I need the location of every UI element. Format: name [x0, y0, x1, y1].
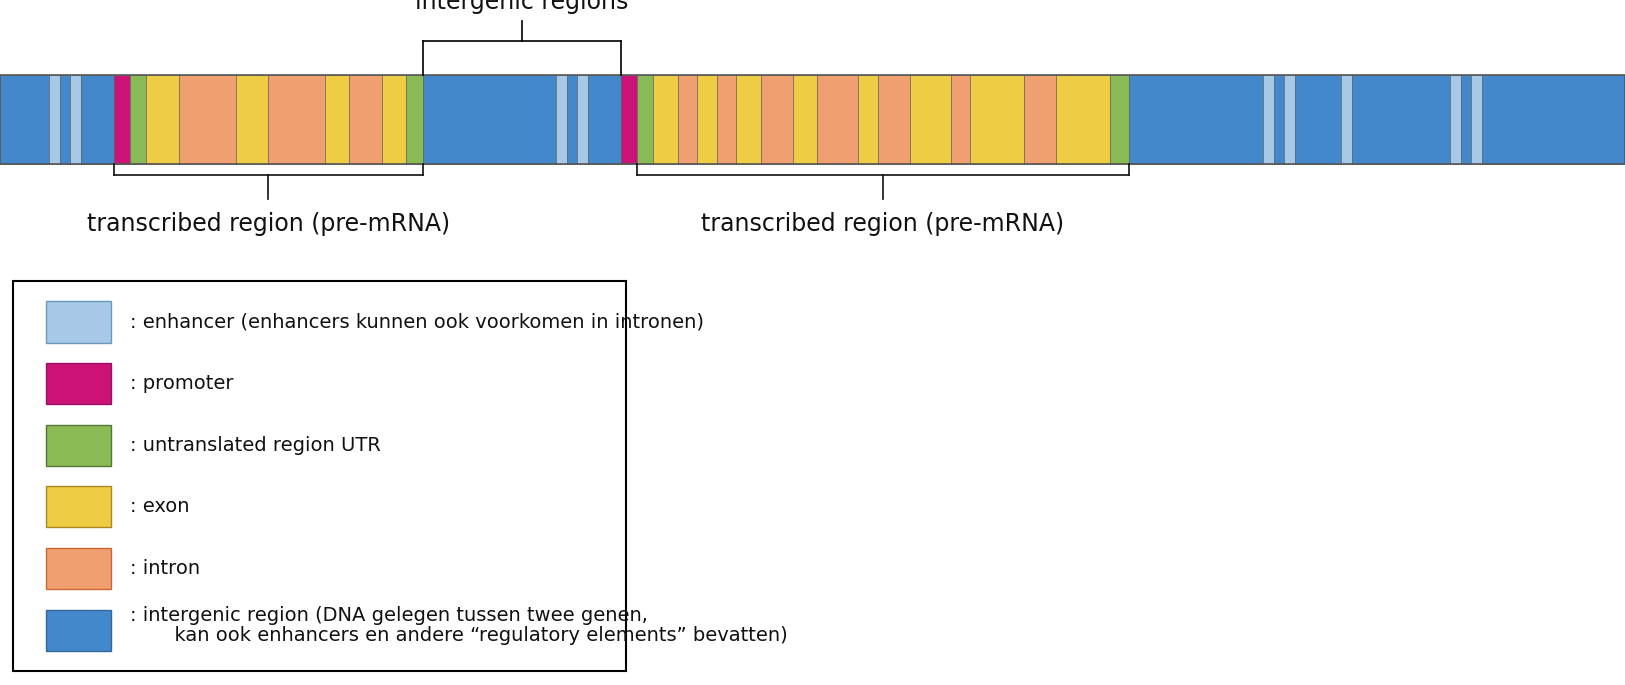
Bar	[1284, 75, 1295, 164]
Bar	[1129, 75, 1263, 164]
Text: : intergenic region (DNA gelegen tussen twee genen,: : intergenic region (DNA gelegen tussen …	[130, 606, 648, 625]
Bar	[951, 75, 970, 164]
Bar	[1450, 75, 1461, 164]
Bar	[970, 75, 1024, 164]
Bar	[1024, 75, 1056, 164]
Bar	[406, 75, 422, 164]
Bar	[588, 75, 621, 164]
Bar	[236, 75, 268, 164]
Bar	[60, 75, 70, 164]
Bar	[1295, 75, 1341, 164]
Bar	[878, 75, 910, 164]
Text: kan ook enhancers en andere “regulatory elements” bevatten): kan ook enhancers en andere “regulatory …	[162, 626, 788, 645]
Bar	[1352, 75, 1450, 164]
Bar	[146, 75, 179, 164]
Bar	[0, 75, 49, 164]
Bar	[0, 75, 1625, 164]
Text: transcribed region (pre-mRNA): transcribed region (pre-mRNA)	[700, 212, 1064, 236]
Bar	[760, 75, 793, 164]
Bar	[1461, 75, 1471, 164]
Bar	[817, 75, 858, 164]
Bar	[567, 75, 577, 164]
Bar	[678, 75, 697, 164]
Bar	[46, 363, 111, 404]
Bar	[621, 75, 637, 164]
Bar	[1274, 75, 1284, 164]
Bar	[114, 75, 130, 164]
Bar	[268, 75, 325, 164]
Text: intergenic regions: intergenic regions	[414, 0, 629, 14]
Bar	[556, 75, 567, 164]
Bar	[1482, 75, 1625, 164]
Text: : exon: : exon	[130, 497, 190, 516]
Bar	[46, 610, 111, 651]
Bar	[49, 75, 60, 164]
Text: : untranslated region UTR: : untranslated region UTR	[130, 436, 380, 455]
Bar	[46, 301, 111, 342]
Bar	[382, 75, 406, 164]
Bar	[179, 75, 236, 164]
Bar	[858, 75, 878, 164]
Bar	[697, 75, 717, 164]
Bar	[325, 75, 349, 164]
Bar	[793, 75, 817, 164]
Bar	[46, 486, 111, 527]
Bar	[46, 425, 111, 466]
Bar	[349, 75, 382, 164]
Bar	[910, 75, 951, 164]
Text: transcribed region (pre-mRNA): transcribed region (pre-mRNA)	[86, 212, 450, 236]
Bar	[46, 548, 111, 589]
Bar	[1263, 75, 1274, 164]
Bar	[1056, 75, 1110, 164]
Bar	[1110, 75, 1129, 164]
Bar	[637, 75, 653, 164]
Bar	[577, 75, 588, 164]
Bar	[653, 75, 678, 164]
Bar	[717, 75, 736, 164]
Text: : promoter: : promoter	[130, 374, 234, 393]
Bar	[736, 75, 760, 164]
Bar	[81, 75, 114, 164]
Bar	[13, 281, 626, 671]
Bar	[422, 75, 556, 164]
Bar	[1471, 75, 1482, 164]
Bar	[70, 75, 81, 164]
Text: : intron: : intron	[130, 559, 200, 578]
Text: : enhancer (enhancers kunnen ook voorkomen in intronen): : enhancer (enhancers kunnen ook voorkom…	[130, 312, 704, 332]
Bar	[130, 75, 146, 164]
Bar	[1341, 75, 1352, 164]
